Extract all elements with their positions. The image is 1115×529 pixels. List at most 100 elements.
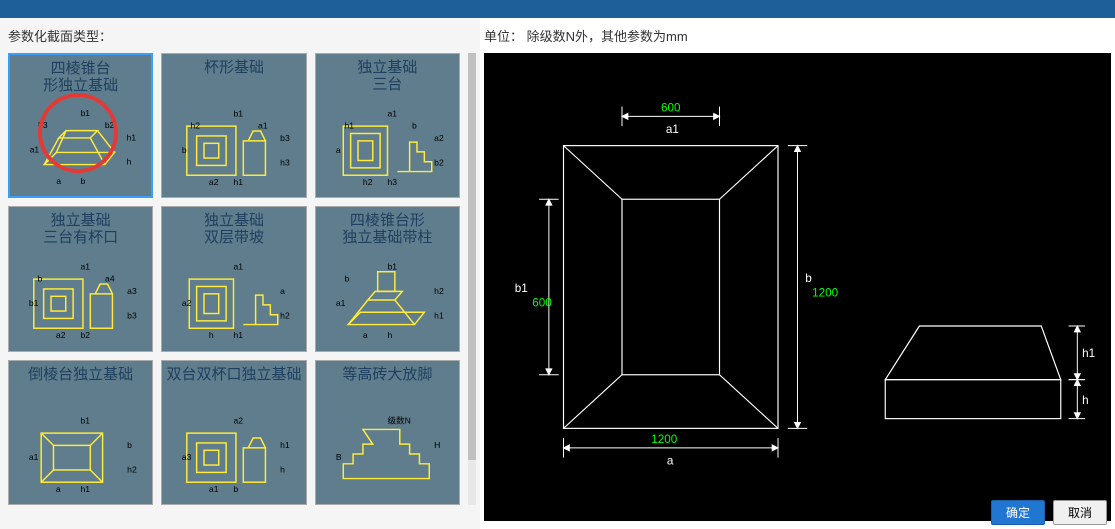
tile-title: 四棱锥台形独立基础 — [10, 61, 151, 94]
svg-text:h1: h1 — [434, 311, 444, 321]
svg-text:b3: b3 — [127, 311, 137, 321]
tile-thumbnail: a1 b1 b h2 h1 a — [16, 411, 145, 497]
svg-text:a3: a3 — [182, 452, 192, 462]
svg-text:h1: h1 — [344, 121, 354, 131]
svg-text:h2: h2 — [434, 286, 444, 296]
tile-title: 四棱锥台形独立基础带柱 — [316, 213, 459, 246]
svg-text:b2: b2 — [105, 121, 115, 131]
svg-text:b: b — [412, 121, 417, 131]
svg-text:b2: b2 — [434, 158, 444, 168]
tile-thumbnail: a1b1h1hbab3b2 — [17, 104, 144, 189]
svg-text:a1: a1 — [29, 452, 39, 462]
left-panel: 参数化截面类型： 四棱锥台形独立基础 a1 b1 h1 h b a b3 b2 杯形基础 b b1 b3… — [0, 18, 480, 529]
cancel-button[interactable]: 取消 — [1053, 500, 1107, 525]
dim-b1-value: 600 — [532, 297, 552, 310]
svg-text:H: H — [434, 440, 440, 450]
svg-text:a3: a3 — [127, 286, 137, 296]
svg-text:a2: a2 — [234, 415, 244, 425]
svg-text:b3: b3 — [281, 133, 291, 143]
svg-text:b1: b1 — [81, 109, 91, 119]
preview-area: 600 a1 — [484, 53, 1111, 521]
ok-button[interactable]: 确定 — [991, 500, 1045, 525]
svg-text:h3: h3 — [281, 158, 291, 168]
dim-b-label: b — [805, 272, 812, 285]
svg-text:a1: a1 — [30, 145, 40, 155]
svg-text:h: h — [209, 331, 214, 341]
svg-text:h1: h1 — [234, 177, 244, 187]
dim-h1-label: h1 — [1082, 347, 1095, 360]
svg-text:级数N: 级数N — [387, 414, 410, 425]
svg-text:a1: a1 — [259, 121, 269, 131]
section-tile-4[interactable]: 独立基础双层带坡 a2 a1 a h2 h1 h — [161, 206, 306, 351]
svg-text:h1: h1 — [127, 133, 137, 143]
svg-text:a1: a1 — [234, 262, 244, 272]
tile-thumbnail: B 级数N H — [323, 411, 452, 497]
svg-text:h2: h2 — [363, 177, 373, 187]
tile-thumbnail: bb1b3h3h1a2h2a1 — [169, 104, 298, 190]
bottom-bar: 确定 取消 — [983, 496, 1115, 529]
svg-text:a: a — [336, 145, 341, 155]
right-label: 单位： 除级数N外，其他参数为mm — [484, 26, 1111, 45]
svg-text:h2: h2 — [191, 121, 201, 131]
svg-text:b3: b3 — [38, 121, 48, 131]
svg-text:b: b — [127, 440, 132, 450]
section-tile-7[interactable]: 双台双杯口独立基础 a3 a2 h1 h b a1 — [161, 360, 306, 505]
svg-text:b2: b2 — [81, 331, 91, 341]
svg-text:h2: h2 — [281, 311, 291, 321]
svg-text:a1: a1 — [336, 299, 346, 309]
tile-title: 杯形基础 — [162, 60, 305, 77]
svg-text:h: h — [127, 157, 132, 167]
tile-thumbnail: b1a1a3b3b2a2ba4 — [16, 257, 145, 343]
tile-title: 独立基础双层带坡 — [162, 213, 305, 246]
svg-text:a: a — [56, 484, 61, 494]
tile-title: 等高砖大放脚 — [316, 367, 459, 384]
tile-title: 独立基础三台 — [316, 60, 459, 93]
svg-text:a4: a4 — [105, 274, 115, 284]
svg-text:h2: h2 — [127, 464, 137, 474]
svg-text:b: b — [344, 274, 349, 284]
svg-text:b1: b1 — [29, 299, 39, 309]
svg-text:h1: h1 — [234, 331, 244, 341]
main-container: 参数化截面类型： 四棱锥台形独立基础 a1 b1 h1 h b a b3 b2 杯形基础 b b1 b3… — [0, 18, 1115, 529]
svg-text:a2: a2 — [182, 299, 192, 309]
tile-thumbnail: a3 a2 h1 h b a1 — [169, 411, 298, 497]
svg-text:a: a — [363, 331, 368, 341]
preview-svg: 600 a1 — [484, 53, 1111, 521]
svg-text:a1: a1 — [209, 484, 219, 494]
dim-a1-value: 600 — [661, 102, 681, 115]
section-tile-3[interactable]: 独立基础三台有杯口b1a1a3b3b2a2ba4 — [8, 206, 153, 351]
svg-text:a: a — [281, 286, 286, 296]
svg-text:b: b — [182, 145, 187, 155]
svg-text:B: B — [336, 452, 342, 462]
dim-b1-label: b1 — [515, 282, 528, 295]
svg-text:b1: b1 — [81, 415, 91, 425]
section-tile-1[interactable]: 杯形基础bb1b3h3h1a2h2a1 — [161, 53, 306, 198]
scrollbar[interactable] — [468, 53, 476, 505]
section-tile-8[interactable]: 等高砖大放脚 B 级数N H — [315, 360, 460, 505]
dim-a-label: a — [667, 454, 674, 467]
scrollbar-thumb[interactable] — [468, 53, 476, 460]
tile-thumbnail: aa1a2b2h3h2h1b — [323, 104, 452, 190]
svg-text:b: b — [234, 484, 239, 494]
section-tile-5[interactable]: 四棱锥台形独立基础带柱 a1 b1 h2 h1 h a b — [315, 206, 460, 351]
svg-text:b1: b1 — [387, 262, 397, 272]
tile-title: 倒棱台独立基础 — [9, 367, 152, 384]
dim-b-value: 1200 — [812, 287, 839, 300]
dim-h-label: h — [1082, 394, 1089, 407]
svg-text:h: h — [387, 331, 392, 341]
tile-title: 双台双杯口独立基础 — [162, 367, 305, 384]
section-tile-0[interactable]: 四棱锥台形独立基础a1b1h1hbab3b2 — [8, 53, 153, 198]
tile-title: 独立基础三台有杯口 — [9, 213, 152, 246]
tile-thumbnail: a1 b1 h2 h1 h a b — [323, 257, 452, 343]
svg-text:h1: h1 — [281, 440, 291, 450]
svg-text:h3: h3 — [387, 177, 397, 187]
section-tile-2[interactable]: 独立基础三台aa1a2b2h3h2h1b — [315, 53, 460, 198]
tile-thumbnail: a2 a1 a h2 h1 h — [169, 257, 298, 343]
svg-text:a1: a1 — [81, 262, 91, 272]
svg-text:h1: h1 — [81, 484, 91, 494]
left-label: 参数化截面类型： — [8, 26, 472, 45]
dim-a1-label: a1 — [666, 123, 679, 136]
svg-text:h: h — [281, 464, 286, 474]
svg-text:a2: a2 — [434, 133, 444, 143]
section-tile-6[interactable]: 倒棱台独立基础 a1 b1 b h2 h1 a — [8, 360, 153, 505]
